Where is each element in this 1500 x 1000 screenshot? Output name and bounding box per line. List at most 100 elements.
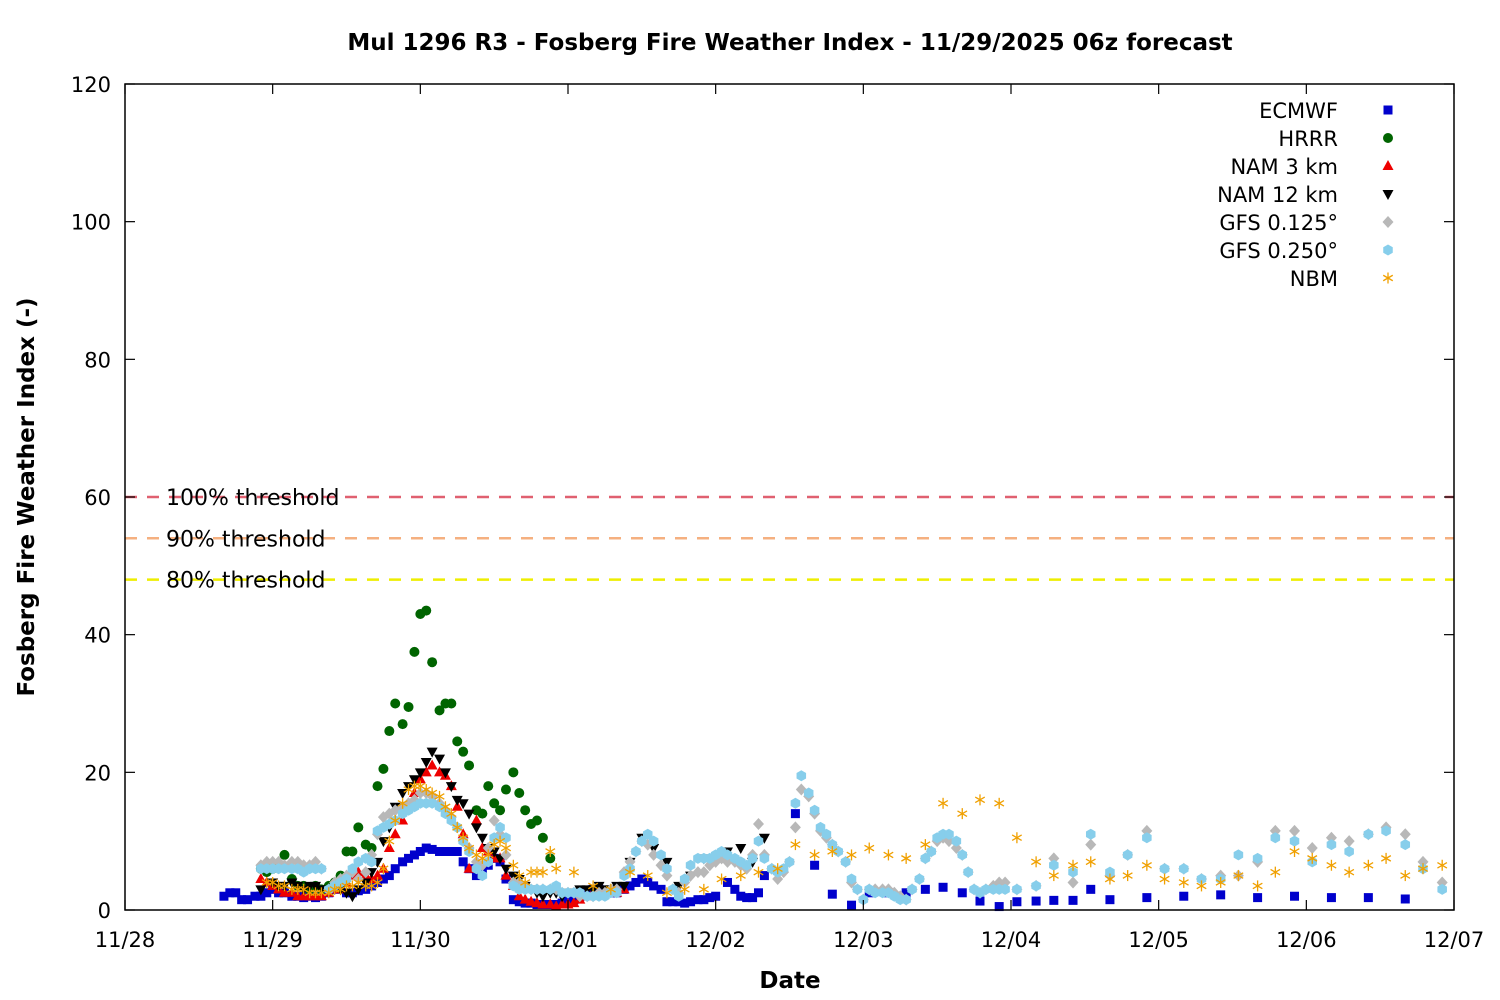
data-point bbox=[446, 846, 456, 856]
x-tick-label: 12/03 bbox=[833, 928, 894, 952]
data-point-stroke bbox=[1141, 861, 1152, 869]
data-point bbox=[605, 883, 616, 895]
data-point bbox=[668, 897, 678, 907]
data-point bbox=[1270, 866, 1281, 878]
data-point-stroke bbox=[1122, 872, 1133, 879]
data-point bbox=[1049, 895, 1059, 905]
data-point bbox=[427, 797, 437, 809]
data-point-stroke bbox=[809, 851, 820, 859]
data-point bbox=[426, 759, 438, 770]
data-point bbox=[1381, 825, 1391, 837]
data-point bbox=[753, 835, 764, 847]
data-point bbox=[568, 897, 580, 908]
data-point-stroke bbox=[920, 841, 931, 848]
data-point bbox=[1122, 870, 1133, 882]
data-point bbox=[661, 857, 673, 868]
data-point bbox=[1380, 852, 1392, 864]
data-point bbox=[1252, 880, 1263, 892]
data-point bbox=[346, 892, 358, 903]
x-tick-label: 12/01 bbox=[538, 928, 599, 952]
data-point bbox=[611, 887, 622, 899]
data-point bbox=[508, 859, 519, 871]
data-point bbox=[537, 898, 549, 909]
data-point bbox=[693, 895, 703, 905]
data-point-stroke bbox=[347, 882, 358, 890]
data-point bbox=[404, 853, 414, 863]
data-point-stroke bbox=[568, 868, 579, 876]
data-point-stroke bbox=[642, 872, 653, 879]
data-point bbox=[742, 893, 752, 903]
data-point-stroke bbox=[1307, 855, 1318, 862]
data-point bbox=[642, 870, 653, 882]
data-point bbox=[470, 823, 482, 834]
data-point bbox=[1122, 849, 1133, 861]
data-point bbox=[471, 871, 481, 881]
data-point bbox=[439, 768, 451, 779]
data-point-stroke bbox=[551, 865, 562, 873]
data-point-stroke bbox=[483, 851, 494, 859]
data-point bbox=[974, 794, 986, 806]
data-point bbox=[1104, 873, 1116, 885]
data-point bbox=[378, 863, 389, 875]
data-point bbox=[1437, 859, 1448, 871]
data-points bbox=[219, 605, 1448, 912]
data-point bbox=[514, 870, 525, 882]
data-point bbox=[366, 856, 377, 868]
data-point bbox=[846, 873, 857, 885]
data-point-stroke bbox=[957, 810, 968, 817]
data-point-stroke bbox=[994, 799, 1005, 807]
data-point bbox=[920, 839, 931, 851]
legend-marker bbox=[1383, 244, 1393, 256]
data-point-stroke bbox=[1067, 861, 1079, 869]
data-point-stroke bbox=[1270, 868, 1281, 876]
data-point bbox=[525, 866, 537, 878]
data-point bbox=[384, 871, 394, 881]
data-point bbox=[926, 845, 937, 857]
data-point bbox=[458, 832, 469, 844]
legend-marker bbox=[1382, 190, 1394, 200]
data-point bbox=[1068, 866, 1078, 878]
data-point bbox=[471, 863, 482, 875]
data-point bbox=[643, 877, 653, 887]
data-point bbox=[748, 893, 758, 903]
data-point bbox=[1344, 866, 1355, 878]
data-point bbox=[508, 895, 518, 905]
data-point bbox=[1085, 856, 1096, 868]
data-point bbox=[1215, 876, 1226, 888]
data-point bbox=[537, 832, 548, 843]
data-point bbox=[500, 842, 512, 854]
legend-label: NBM bbox=[1290, 267, 1338, 291]
data-point bbox=[759, 871, 769, 881]
legend-label: HRRR bbox=[1278, 127, 1338, 151]
data-point bbox=[796, 770, 807, 782]
y-tick-label: 20 bbox=[84, 761, 111, 785]
x-tick-label: 12/05 bbox=[1128, 928, 1189, 952]
data-point bbox=[1399, 828, 1411, 841]
data-point bbox=[673, 890, 684, 902]
x-tick-label: 11/30 bbox=[390, 928, 451, 952]
data-point bbox=[1326, 839, 1337, 851]
data-point bbox=[1178, 876, 1189, 888]
data-point bbox=[237, 895, 247, 905]
data-point-stroke bbox=[494, 837, 506, 845]
data-point bbox=[1031, 856, 1042, 868]
data-point bbox=[815, 821, 826, 833]
data-point bbox=[470, 814, 482, 825]
data-point-stroke bbox=[537, 868, 548, 876]
data-point bbox=[618, 881, 630, 892]
series-nbm bbox=[261, 780, 1448, 899]
data-point bbox=[1363, 859, 1374, 871]
data-point-stroke bbox=[323, 889, 334, 897]
data-point-stroke bbox=[1196, 882, 1207, 890]
data-point-stroke bbox=[1048, 872, 1059, 879]
data-point bbox=[420, 766, 432, 777]
data-point bbox=[458, 746, 469, 757]
data-point bbox=[759, 852, 770, 864]
data-point-stroke bbox=[698, 886, 709, 893]
data-point-stroke bbox=[735, 872, 746, 879]
data-point bbox=[625, 881, 635, 891]
data-point-stroke bbox=[458, 834, 469, 842]
data-point-stroke bbox=[514, 872, 525, 879]
data-point bbox=[698, 866, 710, 879]
